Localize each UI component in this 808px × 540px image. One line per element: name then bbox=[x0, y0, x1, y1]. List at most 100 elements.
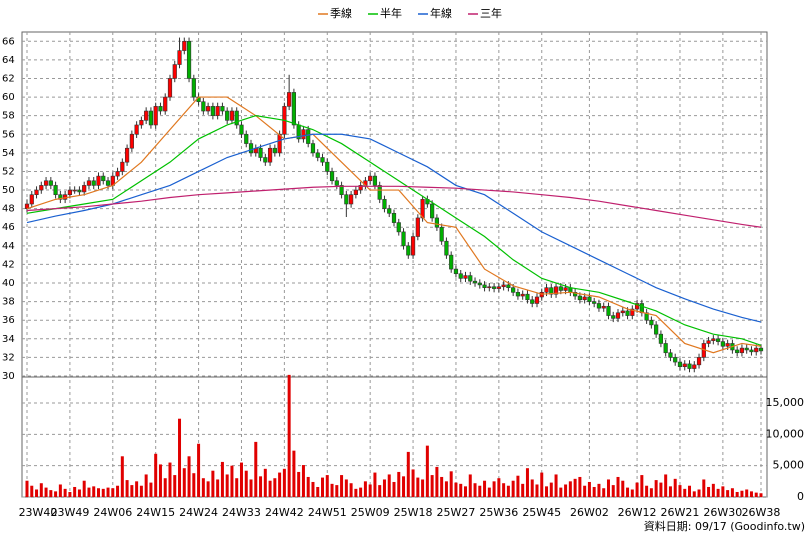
y-tick-label: 50 bbox=[2, 185, 15, 196]
volume-bar bbox=[411, 469, 415, 497]
volume-bar bbox=[263, 468, 267, 497]
volume-bar bbox=[402, 476, 406, 497]
volume-bar bbox=[354, 488, 358, 497]
candle-body bbox=[711, 338, 716, 341]
candle-body bbox=[520, 293, 525, 297]
volume-bar bbox=[654, 480, 658, 497]
volume-bar bbox=[325, 475, 329, 497]
candle-body bbox=[349, 194, 354, 205]
volume-bar bbox=[201, 478, 205, 497]
candle-body bbox=[601, 305, 606, 309]
candle-body bbox=[553, 286, 559, 295]
volume-bar bbox=[459, 483, 463, 497]
candle-body bbox=[477, 282, 482, 286]
candle-body bbox=[449, 254, 454, 270]
candle-body bbox=[72, 189, 77, 192]
candle-body bbox=[124, 147, 130, 163]
y-tick-label: 62 bbox=[2, 73, 15, 84]
candle-body bbox=[725, 343, 730, 347]
y-tick-label: 60 bbox=[2, 92, 15, 103]
candle-body bbox=[244, 133, 249, 144]
candle-body bbox=[334, 180, 339, 186]
candle-body bbox=[511, 287, 516, 293]
volume-bar bbox=[321, 477, 325, 497]
volume-bar bbox=[68, 491, 72, 497]
candle-body bbox=[434, 217, 439, 228]
volume-bar bbox=[559, 487, 563, 497]
candle-body bbox=[29, 194, 34, 205]
y-tick-label: 48 bbox=[2, 204, 15, 215]
candle-body bbox=[239, 124, 244, 135]
candle-body bbox=[310, 143, 316, 154]
volume-bar bbox=[149, 482, 153, 497]
volume-bar bbox=[239, 462, 243, 497]
volume-bar bbox=[282, 468, 286, 497]
candle-body bbox=[167, 78, 173, 98]
candle-body bbox=[406, 245, 411, 256]
y2-tick-label: 15,000 bbox=[766, 396, 805, 409]
candle-body bbox=[696, 357, 702, 366]
candle-body bbox=[306, 129, 311, 144]
candle-body bbox=[658, 333, 664, 344]
volume-bar bbox=[249, 479, 253, 497]
x-tick-label: 25W27 bbox=[437, 506, 476, 519]
candle-body bbox=[201, 101, 206, 112]
volume-bar bbox=[101, 488, 105, 497]
candle-body bbox=[606, 305, 611, 316]
candle-body bbox=[96, 175, 101, 186]
volume-bar bbox=[678, 485, 682, 497]
volume-bar bbox=[626, 487, 630, 497]
volume-bar bbox=[707, 486, 711, 497]
y-tick-label: 32 bbox=[2, 352, 15, 363]
volume-bar bbox=[645, 485, 649, 497]
volume-bar bbox=[516, 475, 520, 497]
volume-bar bbox=[502, 483, 506, 497]
candle-body bbox=[344, 194, 349, 205]
candle-body bbox=[368, 175, 373, 182]
volume-bar bbox=[545, 486, 549, 497]
candle-body bbox=[396, 222, 401, 233]
candle-body bbox=[82, 185, 87, 193]
volume-bar bbox=[259, 476, 263, 497]
candle-body bbox=[716, 338, 721, 342]
candle-body bbox=[191, 78, 196, 98]
volume-bar bbox=[73, 486, 77, 497]
volume-bar bbox=[63, 488, 67, 497]
candle-body bbox=[210, 106, 215, 116]
volume-bar bbox=[182, 468, 186, 497]
candle-body bbox=[654, 324, 659, 335]
volume-bar bbox=[235, 478, 239, 497]
volume-bar bbox=[397, 471, 401, 497]
x-tick-label: 26W21 bbox=[661, 506, 700, 519]
candle-body bbox=[501, 284, 506, 288]
volume-bar bbox=[139, 485, 143, 497]
volume-bar bbox=[745, 489, 749, 497]
volume-bar bbox=[349, 483, 353, 497]
candle-body bbox=[134, 124, 139, 135]
candle-body bbox=[301, 129, 306, 140]
volume-bar bbox=[130, 485, 134, 497]
candle-body bbox=[577, 295, 582, 301]
candle-body bbox=[34, 189, 39, 196]
volume-bar bbox=[301, 465, 305, 497]
volume-bar bbox=[473, 483, 477, 497]
volume-bar bbox=[621, 480, 625, 497]
candle-body bbox=[67, 189, 72, 196]
y-tick-label: 56 bbox=[2, 129, 15, 140]
x-tick-label: 26W02 bbox=[570, 506, 609, 519]
volume-bar bbox=[292, 450, 296, 497]
volume-bar bbox=[77, 489, 81, 497]
volume-bar bbox=[521, 483, 525, 497]
candle-body bbox=[153, 106, 158, 126]
candle-body bbox=[339, 185, 344, 196]
candle-body bbox=[530, 299, 535, 304]
volume-bar bbox=[425, 445, 429, 497]
candle-body bbox=[444, 240, 449, 256]
volume-bar bbox=[711, 483, 715, 497]
ma-line bbox=[26, 115, 762, 346]
candle-body bbox=[649, 319, 654, 326]
candle-body bbox=[325, 161, 330, 172]
volume-bar bbox=[387, 474, 391, 497]
volume-bar bbox=[82, 480, 86, 497]
